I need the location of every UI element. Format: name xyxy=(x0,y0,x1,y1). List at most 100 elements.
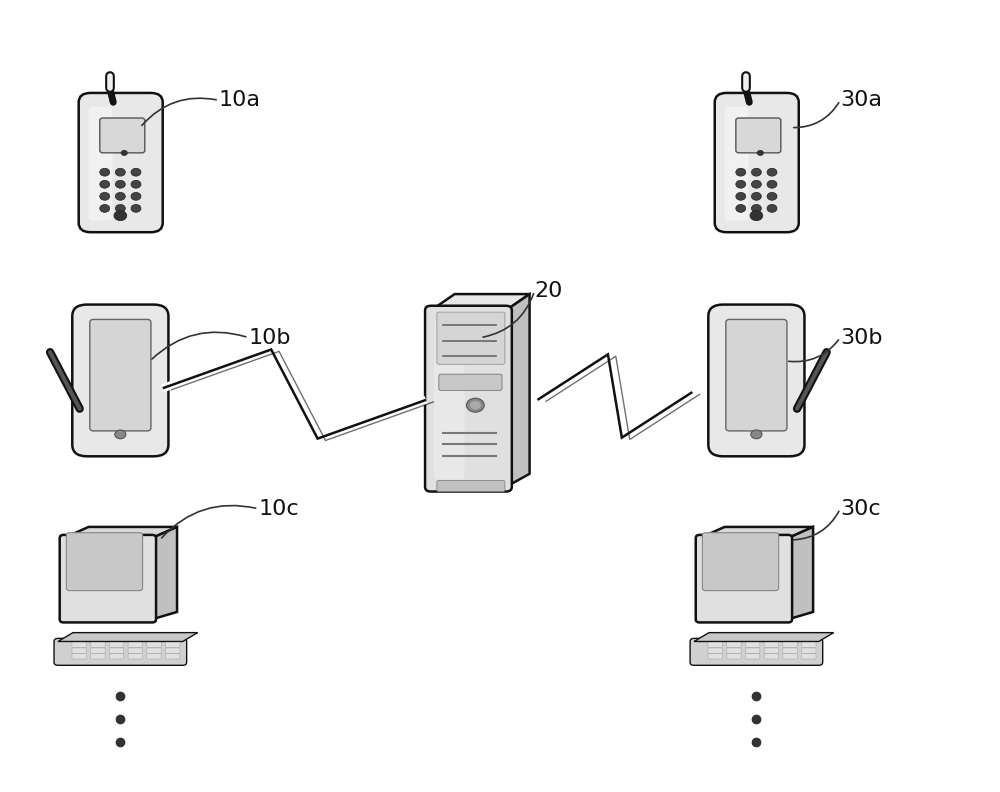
Circle shape xyxy=(767,168,777,176)
Circle shape xyxy=(751,192,761,200)
Circle shape xyxy=(115,192,125,200)
Circle shape xyxy=(115,430,126,439)
FancyBboxPatch shape xyxy=(425,306,512,492)
Circle shape xyxy=(767,192,777,200)
FancyBboxPatch shape xyxy=(54,638,187,665)
FancyBboxPatch shape xyxy=(764,642,779,647)
Circle shape xyxy=(470,401,481,409)
Circle shape xyxy=(115,204,125,212)
FancyBboxPatch shape xyxy=(708,642,722,647)
Circle shape xyxy=(100,181,110,188)
FancyBboxPatch shape xyxy=(724,107,749,221)
FancyBboxPatch shape xyxy=(745,642,760,647)
FancyBboxPatch shape xyxy=(72,648,86,653)
Polygon shape xyxy=(152,527,177,619)
FancyBboxPatch shape xyxy=(802,648,816,653)
FancyBboxPatch shape xyxy=(434,319,464,479)
FancyBboxPatch shape xyxy=(764,648,779,653)
Polygon shape xyxy=(694,633,834,642)
FancyBboxPatch shape xyxy=(726,319,787,431)
FancyBboxPatch shape xyxy=(109,648,124,653)
FancyBboxPatch shape xyxy=(166,648,180,653)
FancyBboxPatch shape xyxy=(727,642,741,647)
Circle shape xyxy=(131,192,141,200)
FancyBboxPatch shape xyxy=(745,653,760,659)
Circle shape xyxy=(100,204,110,212)
FancyBboxPatch shape xyxy=(128,653,143,659)
FancyBboxPatch shape xyxy=(72,305,168,456)
Circle shape xyxy=(757,150,763,155)
FancyBboxPatch shape xyxy=(727,653,741,659)
Text: 30a: 30a xyxy=(840,90,882,110)
Circle shape xyxy=(131,181,141,188)
Polygon shape xyxy=(154,316,163,442)
Text: 10b: 10b xyxy=(249,328,291,348)
Circle shape xyxy=(750,211,763,221)
FancyBboxPatch shape xyxy=(439,374,502,390)
FancyBboxPatch shape xyxy=(166,642,180,647)
FancyBboxPatch shape xyxy=(88,107,112,221)
FancyBboxPatch shape xyxy=(72,642,86,647)
Circle shape xyxy=(121,150,127,155)
FancyBboxPatch shape xyxy=(802,653,816,659)
Circle shape xyxy=(767,204,777,212)
FancyBboxPatch shape xyxy=(91,648,105,653)
FancyBboxPatch shape xyxy=(764,653,779,659)
FancyBboxPatch shape xyxy=(783,648,797,653)
FancyBboxPatch shape xyxy=(745,648,760,653)
Text: 10c: 10c xyxy=(258,499,299,519)
FancyBboxPatch shape xyxy=(802,642,816,647)
Text: 20: 20 xyxy=(535,281,563,301)
Polygon shape xyxy=(783,102,792,218)
FancyBboxPatch shape xyxy=(715,93,799,232)
Circle shape xyxy=(100,192,110,200)
FancyBboxPatch shape xyxy=(736,118,781,153)
Circle shape xyxy=(100,168,110,176)
Polygon shape xyxy=(506,294,530,487)
FancyBboxPatch shape xyxy=(90,319,151,431)
FancyBboxPatch shape xyxy=(783,642,797,647)
FancyBboxPatch shape xyxy=(147,642,161,647)
FancyBboxPatch shape xyxy=(109,642,124,647)
FancyBboxPatch shape xyxy=(727,648,741,653)
FancyBboxPatch shape xyxy=(696,535,792,623)
Circle shape xyxy=(131,168,141,176)
FancyBboxPatch shape xyxy=(79,93,163,232)
Circle shape xyxy=(115,168,125,176)
Circle shape xyxy=(736,192,746,200)
FancyBboxPatch shape xyxy=(708,648,722,653)
FancyBboxPatch shape xyxy=(708,305,804,456)
Text: 30c: 30c xyxy=(840,499,881,519)
FancyBboxPatch shape xyxy=(147,653,161,659)
FancyBboxPatch shape xyxy=(147,648,161,653)
Polygon shape xyxy=(788,527,813,619)
Text: 10a: 10a xyxy=(219,90,261,110)
FancyBboxPatch shape xyxy=(437,481,505,492)
FancyBboxPatch shape xyxy=(437,312,505,364)
Text: 30b: 30b xyxy=(840,328,883,348)
FancyBboxPatch shape xyxy=(66,533,143,591)
Circle shape xyxy=(114,211,127,221)
FancyBboxPatch shape xyxy=(166,653,180,659)
Circle shape xyxy=(751,181,761,188)
FancyBboxPatch shape xyxy=(690,638,823,665)
FancyBboxPatch shape xyxy=(783,653,797,659)
Polygon shape xyxy=(64,527,177,538)
Circle shape xyxy=(767,181,777,188)
Circle shape xyxy=(736,168,746,176)
FancyBboxPatch shape xyxy=(100,118,145,153)
Circle shape xyxy=(751,168,761,176)
FancyBboxPatch shape xyxy=(72,653,86,659)
Circle shape xyxy=(736,181,746,188)
Polygon shape xyxy=(431,294,530,310)
FancyBboxPatch shape xyxy=(708,653,722,659)
FancyBboxPatch shape xyxy=(128,642,143,647)
FancyBboxPatch shape xyxy=(91,653,105,659)
Circle shape xyxy=(736,204,746,212)
Circle shape xyxy=(131,204,141,212)
FancyBboxPatch shape xyxy=(128,648,143,653)
FancyBboxPatch shape xyxy=(702,533,779,591)
FancyBboxPatch shape xyxy=(91,642,105,647)
Circle shape xyxy=(466,398,484,412)
FancyBboxPatch shape xyxy=(109,653,124,659)
